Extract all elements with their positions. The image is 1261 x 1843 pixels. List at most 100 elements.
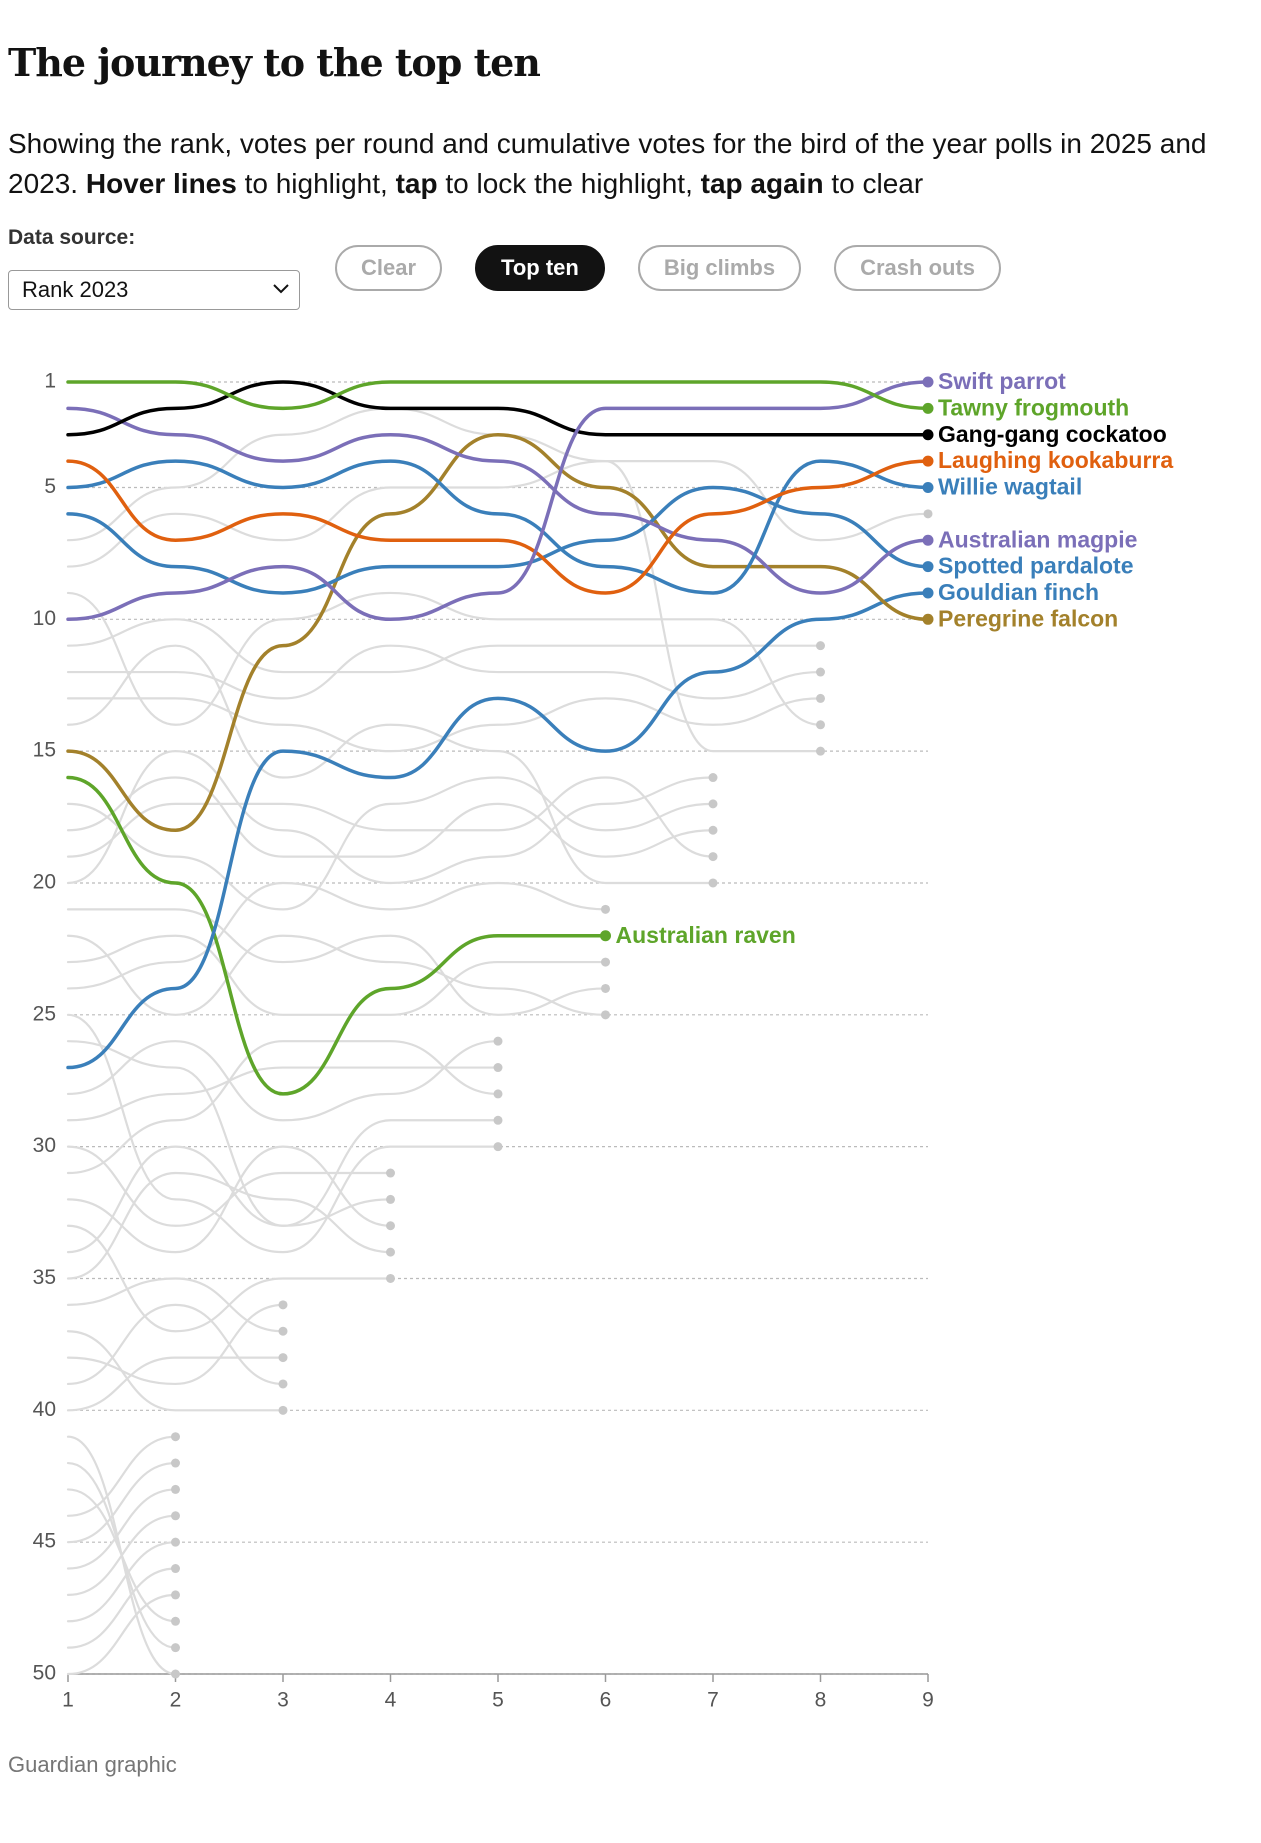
x-tick-label: 1	[62, 1689, 74, 1712]
y-tick-label: 20	[33, 871, 56, 894]
end-dot	[278, 1405, 288, 1415]
end-dot	[922, 376, 934, 388]
end-dot	[386, 1194, 395, 1204]
end-dot	[171, 1458, 180, 1468]
end-dot	[386, 1247, 395, 1257]
x-tick-label: 9	[922, 1689, 934, 1712]
filter-button[interactable]: Clear	[335, 245, 443, 291]
background-line	[66, 1593, 177, 1676]
end-dot	[278, 1379, 288, 1389]
series-label: Gang-gang cockatoo	[938, 421, 1167, 447]
end-dot	[171, 1511, 180, 1521]
footer: Guardian graphic	[8, 1752, 177, 1777]
background-line	[66, 776, 715, 911]
series-label: Laughing kookaburra	[938, 447, 1173, 473]
end-dot	[922, 613, 934, 625]
end-dot	[708, 852, 718, 862]
background-line	[66, 1040, 500, 1227]
end-dot	[922, 402, 934, 414]
data-source-select[interactable]: Rank 2023	[8, 270, 300, 310]
filter-button[interactable]: Top ten	[475, 245, 605, 291]
highlight-line	[66, 459, 930, 595]
series-label: Australian raven	[616, 922, 796, 948]
filter-button[interactable]: Big climbs	[637, 245, 802, 291]
x-tick-label: 7	[707, 1689, 719, 1712]
background-line	[66, 1066, 500, 1122]
end-dot	[386, 1221, 395, 1231]
background-line	[66, 644, 822, 700]
background-line	[66, 1356, 285, 1412]
background-line	[66, 407, 930, 542]
end-dot	[601, 983, 610, 993]
background-line	[66, 1435, 177, 1676]
title: The journey to the top ten	[8, 40, 541, 85]
filter-button[interactable]: Crash outs	[834, 245, 1002, 291]
highlight-line	[66, 380, 930, 622]
background-line	[66, 934, 607, 1016]
end-dot	[922, 455, 934, 467]
background-line	[66, 644, 715, 885]
end-dot	[386, 1273, 395, 1283]
background-line	[66, 1541, 177, 1623]
end-dot	[601, 1010, 610, 1020]
highlight-line	[66, 485, 930, 595]
subtitle-text: to clear	[823, 168, 924, 199]
end-dot	[816, 720, 825, 730]
end-dot	[601, 904, 610, 914]
background-line	[66, 934, 607, 1016]
end-dot	[600, 930, 611, 942]
background-line	[66, 1330, 285, 1412]
x-tick-label: 6	[600, 1689, 612, 1712]
end-dot	[816, 693, 825, 703]
background-line	[66, 1567, 177, 1649]
background-line	[66, 881, 607, 990]
highlight-line	[66, 459, 930, 595]
background-line	[66, 1040, 500, 1122]
end-dot	[171, 1484, 180, 1494]
end-dot	[493, 1115, 503, 1125]
end-dot	[708, 799, 718, 809]
background-line	[66, 1277, 285, 1333]
y-tick-label: 30	[33, 1134, 56, 1157]
x-tick-label: 5	[492, 1689, 504, 1712]
y-tick-label: 15	[33, 739, 56, 762]
y-tick-label: 35	[33, 1266, 56, 1289]
subtitle-text: Hover lines	[85, 168, 237, 199]
end-dot	[171, 1432, 180, 1442]
data-source-label: Data source:	[8, 226, 136, 249]
select-arrow	[273, 284, 289, 294]
background-line	[66, 1145, 392, 1254]
series-label: Gouldian finch	[938, 579, 1099, 605]
y-tick-label: 45	[33, 1530, 56, 1553]
select-value: Rank 2023	[22, 277, 129, 302]
x-tick-label: 2	[170, 1689, 182, 1712]
subtitle-text: tap	[395, 168, 438, 199]
background-line	[66, 1145, 392, 1227]
subtitle-text: to highlight,	[236, 168, 396, 199]
series-label: Australian magpie	[938, 526, 1137, 552]
background-line	[66, 1461, 177, 1544]
subtitle-text: Showing the rank, votes per round and cu…	[8, 128, 1207, 199]
series-label: Spotted pardalote	[938, 553, 1134, 579]
end-dot	[922, 534, 934, 546]
end-dot	[493, 1063, 503, 1073]
end-dot	[171, 1564, 180, 1574]
background-line	[66, 776, 715, 858]
end-dot	[922, 429, 934, 441]
highlight-line	[66, 775, 608, 1096]
highlight-line	[66, 380, 930, 411]
y-tick-label: 10	[33, 607, 56, 630]
end-dot	[171, 1669, 180, 1679]
end-dot	[278, 1353, 288, 1363]
background-line	[66, 618, 822, 674]
end-dot	[493, 1142, 503, 1152]
series-label: Peregrine falcon	[938, 605, 1118, 631]
subtitle: Showing the rank, votes per round and cu…	[8, 124, 1208, 204]
end-dot	[708, 773, 718, 783]
y-tick-label: 5	[44, 475, 56, 498]
background-line	[66, 460, 822, 753]
end-dot	[923, 509, 933, 519]
highlight-line	[66, 432, 930, 832]
